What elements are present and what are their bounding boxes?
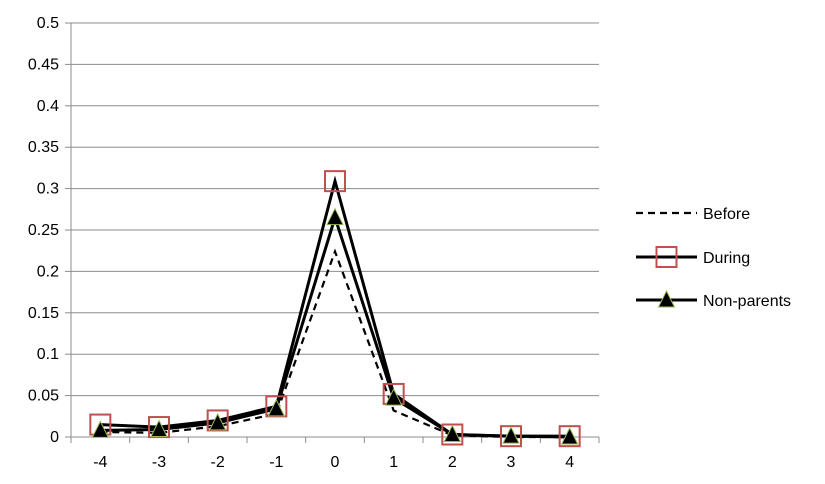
y-tick-label: 0.5 xyxy=(37,15,59,32)
non-parents-marker xyxy=(560,426,579,445)
non-parents-marker xyxy=(443,424,462,443)
x-tick-label: -1 xyxy=(269,454,283,471)
x-tick-label: 4 xyxy=(565,454,574,471)
x-tick-label: 3 xyxy=(507,454,516,471)
y-tick-label: 0.15 xyxy=(28,305,59,322)
non-parents-marker xyxy=(326,207,344,226)
x-tick-label: -2 xyxy=(211,454,225,471)
non-parents-marker xyxy=(91,420,110,438)
during-marker xyxy=(148,416,170,439)
y-tick-label: 0.4 xyxy=(37,98,59,115)
axes: 0 0.05 0.1 0.15 0.2 0.25 0.3 0.35 0.4 0.45 0.5 -4 -3… xyxy=(28,15,600,471)
non-parents-marker xyxy=(267,398,286,417)
series-lines xyxy=(89,170,581,448)
legend-item-during: During xyxy=(636,246,750,268)
series-line-before xyxy=(100,248,570,439)
y-tick-label: 0.2 xyxy=(37,263,59,280)
non-parents-marker xyxy=(150,419,168,438)
x-tick-label: -4 xyxy=(93,454,107,471)
series-line-during xyxy=(100,175,570,438)
during-marker xyxy=(655,246,678,268)
gridlines xyxy=(71,22,599,397)
legend-label-non-parents: Non-parents xyxy=(703,293,791,310)
legend-label-before: Before xyxy=(703,206,750,223)
y-tick-label: 0.25 xyxy=(28,222,59,239)
y-tick-label: 0.05 xyxy=(28,388,59,405)
legend: Before During Non-parents xyxy=(636,206,791,310)
non-parents-marker xyxy=(502,426,520,444)
y-tick-label: 0 xyxy=(50,429,59,446)
during-marker xyxy=(558,425,581,448)
legend-label-during: During xyxy=(703,250,750,267)
non-parents-marker xyxy=(384,387,403,406)
legend-item-before: Before xyxy=(636,206,750,223)
non-parents-marker xyxy=(208,412,227,431)
x-tick-label: 0 xyxy=(331,454,340,471)
y-tick-label: 0.35 xyxy=(28,139,59,156)
during-marker xyxy=(206,409,229,432)
y-tick-label: 0.45 xyxy=(28,56,59,73)
x-tick-label: 1 xyxy=(389,454,398,471)
y-tick-label: 0.3 xyxy=(37,181,59,198)
y-tick-label: 0.1 xyxy=(37,346,59,363)
x-tick-label: 2 xyxy=(448,454,457,471)
during-marker xyxy=(324,170,346,193)
x-tick-label: -3 xyxy=(152,454,166,471)
during-marker xyxy=(265,395,288,418)
non-parents-marker xyxy=(657,289,676,308)
legend-item-non-parents: Non-parents xyxy=(636,289,791,310)
